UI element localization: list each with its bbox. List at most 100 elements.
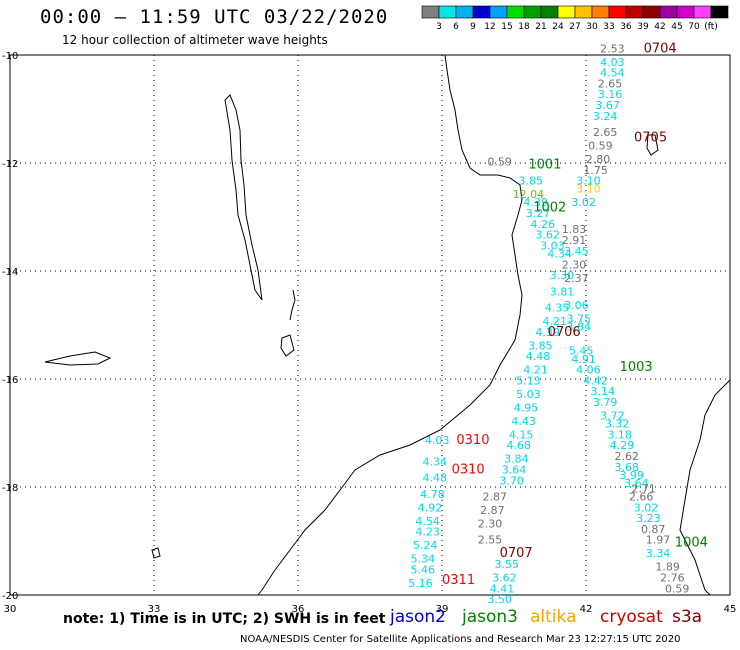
wave-height-value: 4.34 — [423, 455, 448, 468]
colorbar-label: (ft) — [704, 22, 718, 32]
wave-height-value: 4.95 — [514, 401, 539, 414]
wave-height-value: 2.66 — [629, 491, 654, 504]
wave-height-value: 3.64 — [502, 464, 527, 477]
wave-height-value: 2.76 — [660, 572, 685, 585]
island-small-1 — [646, 134, 659, 156]
wave-height-value: 3.67 — [595, 99, 620, 112]
wave-height-value: 4.68 — [507, 439, 532, 452]
wave-height-value: 2.62 — [615, 450, 640, 463]
wave-height-value: 0.87 — [641, 523, 666, 536]
wave-height-value: 3.10 — [576, 183, 601, 196]
wave-height-value: 3.06 — [564, 299, 589, 312]
wave-height-value: 4.21 — [543, 315, 568, 328]
lon-tick-label: 42 — [580, 604, 593, 615]
colorbar-swatch — [523, 5, 542, 19]
colorbar-swatch — [438, 5, 457, 19]
wave-height-value: 3.70 — [499, 474, 524, 487]
pass-id-label: 0704 — [644, 41, 677, 56]
river-segment — [289, 289, 296, 321]
pass-id-label: 1004 — [675, 535, 708, 550]
wave-height-value: 3.10 — [576, 175, 601, 188]
wave-height-value: 3.34 — [646, 547, 671, 560]
wave-height-value: 3.02 — [634, 501, 659, 514]
colorbar-label: 6 — [453, 22, 459, 32]
colorbar-label: 39 — [637, 22, 649, 32]
wave-height-value: 4.39 — [523, 196, 548, 209]
wave-height-value: 0.59 — [588, 140, 613, 153]
wave-height-value: 2.30 — [478, 518, 503, 531]
pass-id-label: 0311 — [442, 573, 475, 588]
wave-height-value: 4.26 — [531, 218, 556, 231]
wave-height-value: 3.68 — [615, 461, 640, 474]
lon-tick-label: 45 — [724, 604, 737, 615]
lat-tick-label: -10 — [2, 51, 18, 62]
wave-height-value: 5.24 — [413, 539, 438, 552]
legend-jason2: jason2 — [390, 607, 446, 627]
colorbar-swatch — [506, 5, 525, 19]
wave-height-value: 3.85 — [528, 339, 553, 352]
wave-height-value: 4.23 — [415, 526, 440, 539]
wave-height-value: 3.64 — [624, 477, 649, 490]
wave-height-value: 2.65 — [593, 126, 618, 139]
lon-tick-label: 36 — [292, 604, 305, 615]
wave-height-value: 5.03 — [516, 388, 541, 401]
colorbar-swatch — [676, 5, 695, 19]
colorbar-swatch — [489, 5, 508, 19]
lat-tick-label: -14 — [2, 267, 18, 278]
madagascar-coast — [679, 379, 731, 596]
lat-tick-label: -16 — [2, 375, 18, 386]
wave-height-value: 4.15 — [509, 428, 534, 441]
wave-height-value: 4.06 — [576, 364, 601, 377]
colorbar-swatch — [557, 5, 576, 19]
colorbar-swatch — [574, 5, 593, 19]
wave-height-value: 3.23 — [636, 512, 661, 525]
colorbar-label: 15 — [501, 22, 512, 32]
wave-height-value: 4.54 — [600, 67, 625, 80]
wave-height-value: 4.43 — [511, 415, 536, 428]
mainland-coast — [257, 54, 523, 596]
wave-height-value: 3.03 — [540, 239, 565, 252]
colorbar-swatch — [710, 5, 729, 19]
pass-id-label: 0706 — [548, 325, 581, 340]
colorbar: 3 6 9 12 15 18 21 24 27 30 33 36 39 42 45 70 (ft) — [421, 5, 729, 32]
wave-height-value: 3.79 — [593, 396, 618, 409]
note-text: note: 1) Time is in UTC; 2) SWH is in fe… — [63, 611, 386, 627]
wave-height-value: 5.13 — [516, 374, 541, 387]
colorbar-swatch — [659, 5, 678, 19]
colorbar-label: 33 — [603, 22, 614, 32]
colorbar-swatch — [540, 5, 559, 19]
credit-line: NOAA/NESDIS Center for Satellite Applica… — [240, 634, 681, 645]
wave-height-value: 4.34 — [547, 248, 572, 261]
colorbar-swatch — [693, 5, 712, 19]
wave-height-value: 4.54 — [415, 515, 440, 528]
wave-height-value: 2.65 — [598, 77, 623, 90]
colorbar-label: 42 — [654, 22, 665, 32]
wave-height-value: 0.59 — [487, 156, 512, 169]
wave-height-value: 3.30 — [550, 269, 575, 282]
wave-height-value: 4.78 — [420, 488, 445, 501]
lon-tick-label: 39 — [436, 604, 449, 615]
wave-height-value: 12.04 — [513, 188, 545, 201]
colorbar-label: 45 — [671, 22, 682, 32]
colorbar-label: 9 — [470, 22, 476, 32]
wave-height-value: 2.55 — [478, 534, 503, 547]
colorbar-swatch — [421, 5, 440, 19]
wave-height-value: 3.27 — [526, 207, 551, 220]
wave-height-value: 3.85 — [519, 175, 544, 188]
wave-height-value: 4.48 — [423, 472, 448, 485]
malawi-lake-shore — [224, 94, 263, 301]
wave-height-value: 1.97 — [646, 534, 671, 547]
coastline — [44, 54, 731, 596]
wave-height-value: 1.89 — [655, 561, 680, 574]
lon-tick-label: 30 — [4, 604, 17, 615]
wave-height-value: 4.21 — [523, 364, 548, 377]
legend-altika: altika — [530, 607, 577, 627]
wave-height-value: 4.03 — [425, 434, 450, 447]
wave-height-value: 1.83 — [562, 223, 587, 236]
map-subtitle: 12 hour collection of altimeter wave hei… — [62, 33, 328, 47]
wave-height-value: 1.75 — [583, 164, 608, 177]
wave-height-value: 2.71 — [631, 482, 656, 495]
map-title: 00:00 – 11:59 UTC 03/22/2020 — [40, 6, 389, 28]
wave-height-value: 3.75 — [567, 312, 592, 325]
wave-height-value: 2.91 — [562, 234, 587, 247]
